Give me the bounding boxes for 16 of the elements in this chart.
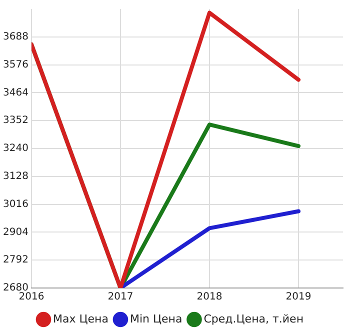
y-tick-label: 3464	[2, 87, 28, 98]
x-tick-label: 2018	[196, 292, 222, 303]
y-tick-label: 3688	[2, 31, 28, 42]
y-tick-label: 3576	[2, 59, 28, 70]
x-tick-label: 2017	[108, 292, 134, 303]
y-tick-label: 3128	[2, 170, 28, 182]
y-tick-label: 3240	[2, 143, 28, 154]
x-tick-label: 2016	[18, 292, 44, 303]
y-tick-label: 2904	[2, 226, 28, 238]
x-tick-label: 2019	[286, 292, 312, 303]
y-tick-label: 3352	[2, 115, 28, 126]
legend-label: Max Цена	[52, 312, 108, 326]
y-tick-label: 3016	[2, 198, 28, 210]
y-tick-label: 2792	[2, 254, 28, 266]
legend-label: Min Цена	[130, 312, 182, 326]
legend-label: Сред.Цена, т.йен	[204, 312, 304, 326]
